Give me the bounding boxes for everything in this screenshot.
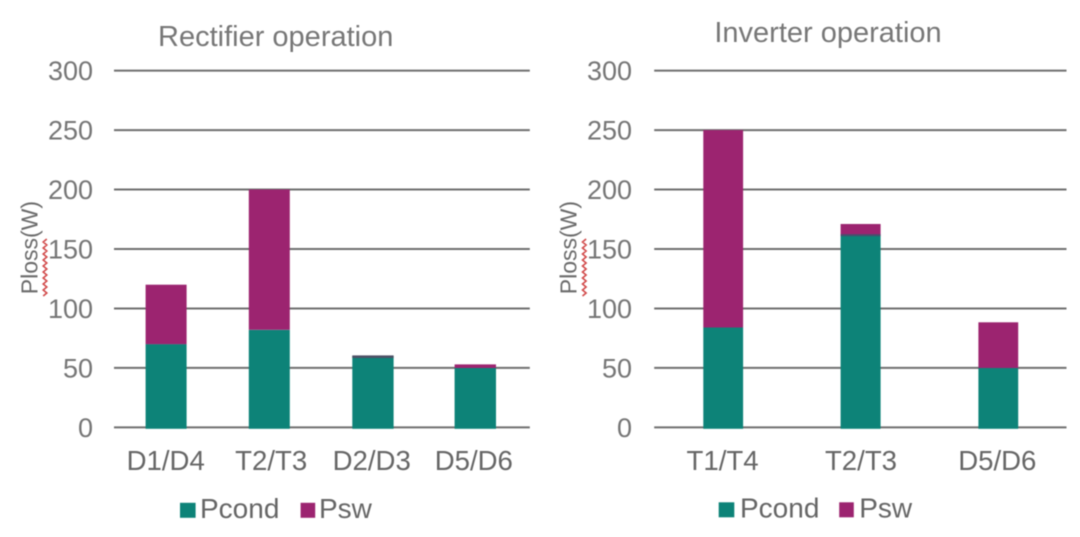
svg-text:50: 50: [63, 354, 93, 384]
svg-text:Ploss(W): Ploss(W): [556, 201, 582, 294]
svg-text:Psw: Psw: [859, 493, 913, 524]
svg-text:0: 0: [78, 413, 93, 443]
svg-text:50: 50: [602, 354, 632, 384]
svg-text:250: 250: [587, 116, 632, 146]
svg-text:Inverter operation: Inverter operation: [714, 17, 941, 49]
svg-text:100: 100: [587, 294, 632, 324]
svg-text:D1/D4: D1/D4: [127, 445, 205, 476]
svg-text:100: 100: [48, 294, 93, 324]
svg-text:200: 200: [587, 175, 632, 205]
svg-text:T2/T3: T2/T3: [235, 445, 307, 476]
svg-text:D5/D6: D5/D6: [435, 445, 513, 476]
svg-text:Pcond: Pcond: [200, 493, 279, 524]
svg-text:150: 150: [48, 235, 93, 265]
svg-text:300: 300: [587, 56, 632, 86]
svg-text:D5/D6: D5/D6: [958, 445, 1036, 476]
svg-text:T1/T4: T1/T4: [687, 445, 759, 476]
svg-text:200: 200: [48, 175, 93, 205]
svg-text:150: 150: [587, 235, 632, 265]
svg-text:300: 300: [48, 56, 93, 86]
svg-text:Pcond: Pcond: [740, 493, 819, 524]
svg-text:T2/T3: T2/T3: [825, 445, 897, 476]
svg-text:D2/D3: D2/D3: [333, 445, 411, 476]
svg-text:Psw: Psw: [319, 493, 373, 524]
svg-text:Rectifier operation: Rectifier operation: [158, 21, 393, 53]
svg-text:Ploss(W): Ploss(W): [17, 201, 43, 294]
svg-text:250: 250: [48, 116, 93, 146]
svg-text:0: 0: [617, 413, 632, 443]
